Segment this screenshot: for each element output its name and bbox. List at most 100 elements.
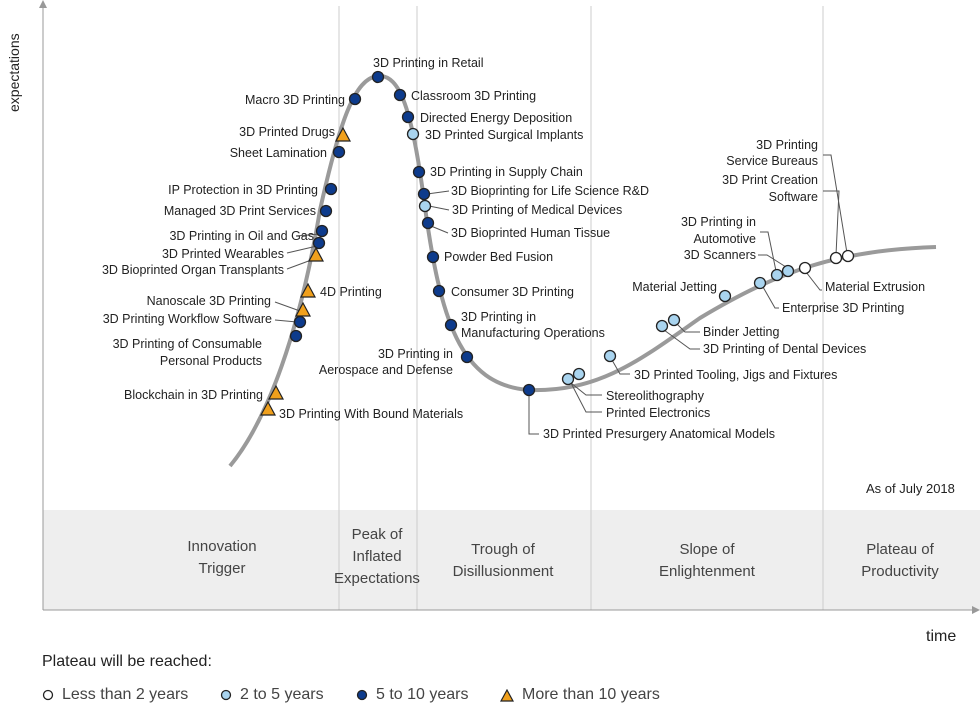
leader-line-3d-printing-in-oil-and-gas xyxy=(295,233,321,237)
label-material-jetting: Material Jetting xyxy=(632,280,717,294)
marker-ip-protection-in-3d-printing xyxy=(324,182,338,196)
phase-peak: Peak of Inflated Expectations xyxy=(334,526,420,587)
label-3d-printing-in-retail: 3D Printing in Retail xyxy=(373,56,483,70)
legend-label: Less than 2 years xyxy=(62,686,189,703)
marker-3d-printed-drugs xyxy=(334,126,352,142)
leader-line-3d-printing-of-medical-devices xyxy=(428,205,450,211)
marker-3d-printing-with-bound-materials xyxy=(259,400,277,416)
label-3d-printing-with-bound-materials: 3D Printing With Bound Materials xyxy=(279,407,463,421)
marker-material-extrusion xyxy=(841,249,855,263)
leader-line-3d-scanners xyxy=(758,254,787,268)
label-3d-printed-tooling-jigs-and-fixtures: 3D Printed Tooling, Jigs and Fixtures xyxy=(634,368,837,382)
label-macro-3d-printing: Macro 3D Printing xyxy=(245,93,345,107)
label-3d-printed-drugs: 3D Printed Drugs xyxy=(239,125,335,139)
label-nanoscale-3d-printing: Nanoscale 3D Printing xyxy=(147,294,271,308)
y-axis-label: expectations xyxy=(6,33,22,112)
marker-macro-3d-printing xyxy=(348,92,362,106)
legend-item-5to10: 5 to 10 years xyxy=(356,686,469,704)
label-stereolithography: Stereolithography xyxy=(606,389,705,403)
leader-line-3d-printed-tooling-jigs-and-fixtures xyxy=(611,359,630,375)
label-4d-printing: 4D Printing xyxy=(320,285,382,299)
label-powder-bed-fusion: Powder Bed Fusion xyxy=(444,250,553,264)
label-3d-printing-of-consumable-personal-products: Personal Products xyxy=(160,354,262,368)
leader-line-3d-printed-presurgery-anatomical-models xyxy=(528,394,539,435)
legend-item-lt2: Less than 2 years xyxy=(42,686,188,704)
phase-dividers xyxy=(338,6,824,610)
legend-label: More than 10 years xyxy=(522,686,660,703)
leader-line-printed-electronics xyxy=(570,382,602,413)
legend-item-2to5: 2 to 5 years xyxy=(220,686,324,704)
label-directed-energy-deposition: Directed Energy Deposition xyxy=(420,111,572,125)
marker-stereolithography xyxy=(561,372,575,386)
phase-slope: Slope of Enlightenment xyxy=(659,541,755,580)
as-of-date: As of July 2018 xyxy=(866,481,955,496)
marker-3d-printing-of-medical-devices xyxy=(418,199,432,213)
marker-3d-scanners xyxy=(781,264,795,278)
phase-band xyxy=(43,510,980,610)
label-3d-printing-in-oil-and-gas: 3D Printing in Oil and Gas xyxy=(169,229,314,243)
technology-markers xyxy=(259,70,855,416)
label-3d-bioprinted-organ-transplants: 3D Bioprinted Organ Transplants xyxy=(102,263,284,277)
leader-lines xyxy=(274,154,848,435)
label-ip-protection-in-3d-printing: IP Protection in 3D Printing xyxy=(168,183,318,197)
label-3d-printing-of-dental-devices: 3D Printing of Dental Devices xyxy=(703,342,866,356)
marker-sheet-lamination xyxy=(332,145,346,159)
marker-3d-printed-tooling-jigs-and-fixtures xyxy=(603,349,617,363)
marker-enterprise-3d-printing xyxy=(753,276,767,290)
marker-directed-energy-deposition xyxy=(401,110,415,124)
marker-3d-bioprinting-for-life-science-r-d xyxy=(417,187,431,201)
marker-3d-printing-in-oil-and-gas xyxy=(315,224,329,238)
label-3d-printing-service-bureaus: 3D Printing xyxy=(756,138,818,152)
x-axis-arrow xyxy=(972,606,980,614)
leader-line-3d-printing-in-automotive xyxy=(760,231,777,272)
label-3d-printing-in-aerospace-and-defense: Aerospace and Defense xyxy=(319,363,453,377)
leader-line-3d-bioprinting-for-life-science-r-d xyxy=(426,190,450,195)
label-3d-printed-surgical-implants: 3D Printed Surgical Implants xyxy=(425,128,583,142)
marker-3d-printing-of-consumable-personal-products xyxy=(289,329,303,343)
leader-line-3d-print-creation-software xyxy=(823,190,840,256)
leader-line-3d-printing-service-bureaus xyxy=(823,154,848,254)
label-consumer-3d-printing: Consumer 3D Printing xyxy=(451,285,574,299)
marker-nanoscale-3d-printing xyxy=(294,301,312,317)
dark-blue-circle-icon xyxy=(356,689,368,701)
marker-3d-printed-surgical-implants xyxy=(406,127,420,141)
marker-3d-printing-of-dental-devices xyxy=(667,313,681,327)
marker-3d-printing-in-manufacturing-operations xyxy=(444,318,458,332)
marker-3d-printing-service-bureaus xyxy=(829,251,843,265)
label-3d-printing-in-automotive: 3D Printing in xyxy=(681,215,756,229)
legend-title: Plateau will be reached: xyxy=(42,653,212,670)
label-sheet-lamination: Sheet Lamination xyxy=(230,146,327,160)
leader-line-enterprise-3d-printing xyxy=(762,286,779,309)
label-3d-printed-wearables: 3D Printed Wearables xyxy=(162,247,284,261)
leader-line-3d-printing-of-dental-devices xyxy=(663,329,700,350)
marker-4d-printing xyxy=(299,282,317,298)
label-3d-printing-service-bureaus: Service Bureaus xyxy=(726,154,818,168)
phase-innovation-trigger: Innovation Trigger xyxy=(187,538,257,577)
y-axis-arrow xyxy=(39,0,47,8)
label-3d-scanners: 3D Scanners xyxy=(684,248,756,262)
marker-printed-electronics xyxy=(572,367,586,381)
label-3d-printed-presurgery-anatomical-models: 3D Printed Presurgery Anatomical Models xyxy=(543,427,775,441)
leader-line-binder-jetting xyxy=(675,322,700,333)
label-3d-printing-in-manufacturing-operations: 3D Printing in xyxy=(461,310,536,324)
marker-3d-printing-in-supply-chain xyxy=(412,165,426,179)
marker-3d-printing-in-retail xyxy=(371,70,385,84)
light-blue-circle-icon xyxy=(220,689,232,701)
label-3d-printing-in-automotive: Automotive xyxy=(693,232,756,246)
marker-3d-printing-in-automotive xyxy=(770,268,784,282)
marker-managed-3d-print-services xyxy=(319,204,333,218)
label-material-extrusion: Material Extrusion xyxy=(825,280,925,294)
label-printed-electronics: Printed Electronics xyxy=(606,406,710,420)
label-3d-print-creation-software: Software xyxy=(769,190,818,204)
label-3d-printing-in-supply-chain: 3D Printing in Supply Chain xyxy=(430,165,583,179)
leader-line-3d-bioprinted-human-tissue xyxy=(430,225,449,234)
marker-3d-printed-wearables xyxy=(312,236,326,250)
marker-classroom-3d-printing xyxy=(393,88,407,102)
legend-item-gt10: More than 10 years xyxy=(500,686,660,704)
marker-3d-printing-in-aerospace-and-defense xyxy=(460,350,474,364)
marker-3d-bioprinted-organ-transplants xyxy=(307,246,325,262)
label-3d-printing-of-consumable-personal-products: 3D Printing of Consumable xyxy=(113,337,262,351)
marker-consumer-3d-printing xyxy=(432,284,446,298)
phase-plateau: Plateau of Productivity xyxy=(861,541,939,580)
